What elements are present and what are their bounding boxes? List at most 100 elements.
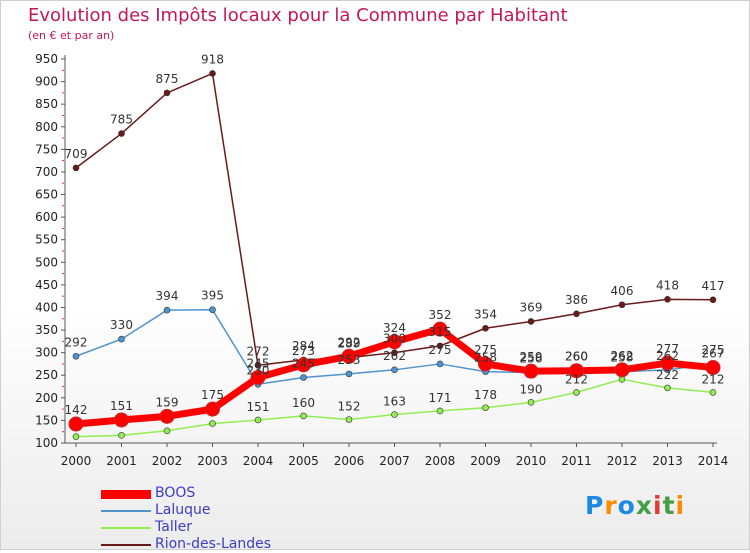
x-tick-label: 2001 [106,454,137,468]
y-tick-label: 700 [35,165,58,179]
y-tick-label: 800 [35,120,58,134]
data-point-boos [432,321,448,337]
data-point-rion-des-landes [618,301,626,309]
y-tick-label: 650 [35,188,58,202]
data-label-laluque: 275 [702,343,725,357]
x-tick-label: 2012 [607,454,638,468]
data-label-laluque: 258 [474,351,497,365]
data-point-boos [159,408,175,424]
data-point-boos [296,357,311,373]
data-label-rion-des-landes: 386 [565,293,588,307]
data-point-rion-des-landes [254,361,262,369]
data-label-laluque: 258 [611,351,634,365]
data-point-taller [209,420,216,427]
x-tick-label: 2000 [61,454,92,468]
x-tick-label: 2011 [561,454,592,468]
data-point-boos [114,412,129,428]
data-label-laluque: 253 [338,353,361,367]
data-label-rion-des-landes: 272 [247,344,270,358]
data-point-taller [436,407,444,415]
logo-letter: t [662,491,676,520]
data-point-laluque [209,306,216,314]
legend-label: Taller [155,519,192,535]
data-point-taller [573,389,580,396]
x-tick-label: 2013 [652,454,683,468]
data-label-laluque: 262 [656,349,679,363]
data-label-laluque: 395 [201,289,224,303]
y-tick-label: 750 [35,142,58,156]
data-point-rion-des-landes [436,342,444,350]
data-label-boos: 275 [474,343,497,357]
data-label-boos: 352 [429,308,452,322]
data-point-boos [341,348,357,364]
data-point-boos [705,360,721,376]
data-label-taller: 151 [247,400,270,414]
data-point-taller [664,384,671,392]
y-tick-label: 400 [35,300,58,314]
data-label-rion-des-landes: 315 [429,325,452,339]
x-tick-label: 2002 [152,454,183,468]
data-label-taller: 160 [292,396,315,410]
data-point-boos [387,334,402,350]
data-point-taller [254,416,262,424]
data-label-taller: 163 [383,395,406,409]
legend-label: Laluque [155,502,211,518]
data-point-laluque [345,370,353,378]
data-point-taller [482,404,489,412]
y-tick-label: 950 [35,52,58,66]
data-point-boos [250,369,266,385]
data-label-rion-des-landes: 417 [702,279,725,293]
data-point-rion-des-landes [573,310,580,318]
data-label-boos: 151 [110,399,133,413]
data-point-rion-des-landes [527,318,535,325]
data-label-taller: 212 [565,372,588,386]
data-label-boos: 175 [201,388,224,402]
logo-letter: i [675,491,686,520]
y-tick-label: 600 [35,210,58,224]
data-point-rion-des-landes [163,89,171,97]
legend-label: BOOS [155,485,196,501]
y-tick-label: 100 [35,436,58,450]
data-label-rion-des-landes: 709 [65,147,88,161]
y-tick-label: 550 [35,233,58,247]
data-label-boos: 273 [292,344,315,358]
x-tick-label: 2004 [243,454,274,468]
data-label-taller: 152 [338,400,361,414]
data-label-rion-des-landes: 300 [383,332,406,346]
data-point-boos [569,363,584,379]
data-label-boos: 262 [611,349,634,363]
data-point-rion-des-landes [72,164,80,172]
data-point-taller [72,433,80,440]
data-label-boos: 142 [65,403,88,417]
logo-letter: r [604,491,618,520]
data-point-rion-des-landes [391,349,398,356]
data-label-rion-des-landes: 918 [201,52,224,66]
data-point-taller [391,411,398,418]
data-label-boos: 292 [338,335,361,349]
data-label-rion-des-landes: 785 [110,113,133,127]
x-tick-label: 2005 [288,454,319,468]
data-label-taller: 171 [429,391,452,405]
data-label-boos: 324 [383,321,406,335]
x-tick-label: 2010 [516,454,547,468]
data-label-boos: 259 [520,350,543,364]
data-point-laluque [391,366,398,374]
data-point-laluque [300,374,307,381]
data-label-boos: 260 [565,350,588,364]
data-point-boos [478,356,493,372]
data-point-rion-des-landes [664,296,671,303]
data-label-laluque: 262 [383,349,406,363]
data-point-taller [345,416,353,423]
y-tick-label: 300 [35,346,58,360]
y-tick-label: 200 [35,391,58,405]
y-tick-label: 900 [35,75,58,89]
data-label-laluque: 292 [65,335,88,349]
data-label-rion-des-landes: 354 [474,307,497,321]
data-point-rion-des-landes [709,296,717,304]
data-label-boos: 159 [156,395,179,409]
data-label-taller: 212 [702,372,725,386]
data-label-boos: 277 [656,342,679,356]
y-tick-label: 250 [35,368,58,382]
